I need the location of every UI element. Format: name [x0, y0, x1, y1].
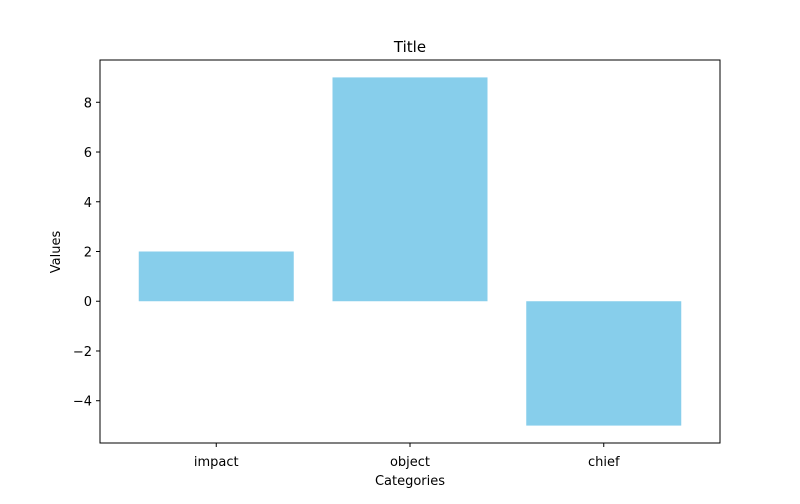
y-axis-ticks: −4 −2 0 2 4 6 8: [73, 96, 100, 410]
x-tick-label: object: [390, 455, 430, 470]
y-tick-label: −2: [73, 345, 92, 360]
bar-chief: [526, 301, 682, 426]
x-tick-label: chief: [588, 455, 620, 470]
y-tick-label: 2: [84, 246, 92, 261]
chart-title: Title: [393, 38, 426, 56]
y-tick-label: 4: [84, 196, 92, 211]
x-axis-ticks: impact object chief: [194, 443, 620, 470]
y-axis-label: Values: [49, 231, 64, 274]
x-axis-label: Categories: [375, 474, 445, 489]
bar-object: [332, 77, 488, 302]
bar-impact: [138, 251, 294, 302]
x-tick-label: impact: [194, 455, 239, 470]
bars-layer: [138, 77, 682, 426]
y-tick-label: 0: [84, 295, 92, 310]
y-tick-label: −4: [73, 395, 92, 410]
y-tick-label: 8: [84, 96, 92, 111]
y-tick-label: 6: [84, 146, 92, 161]
plot-frame: [99, 59, 721, 444]
